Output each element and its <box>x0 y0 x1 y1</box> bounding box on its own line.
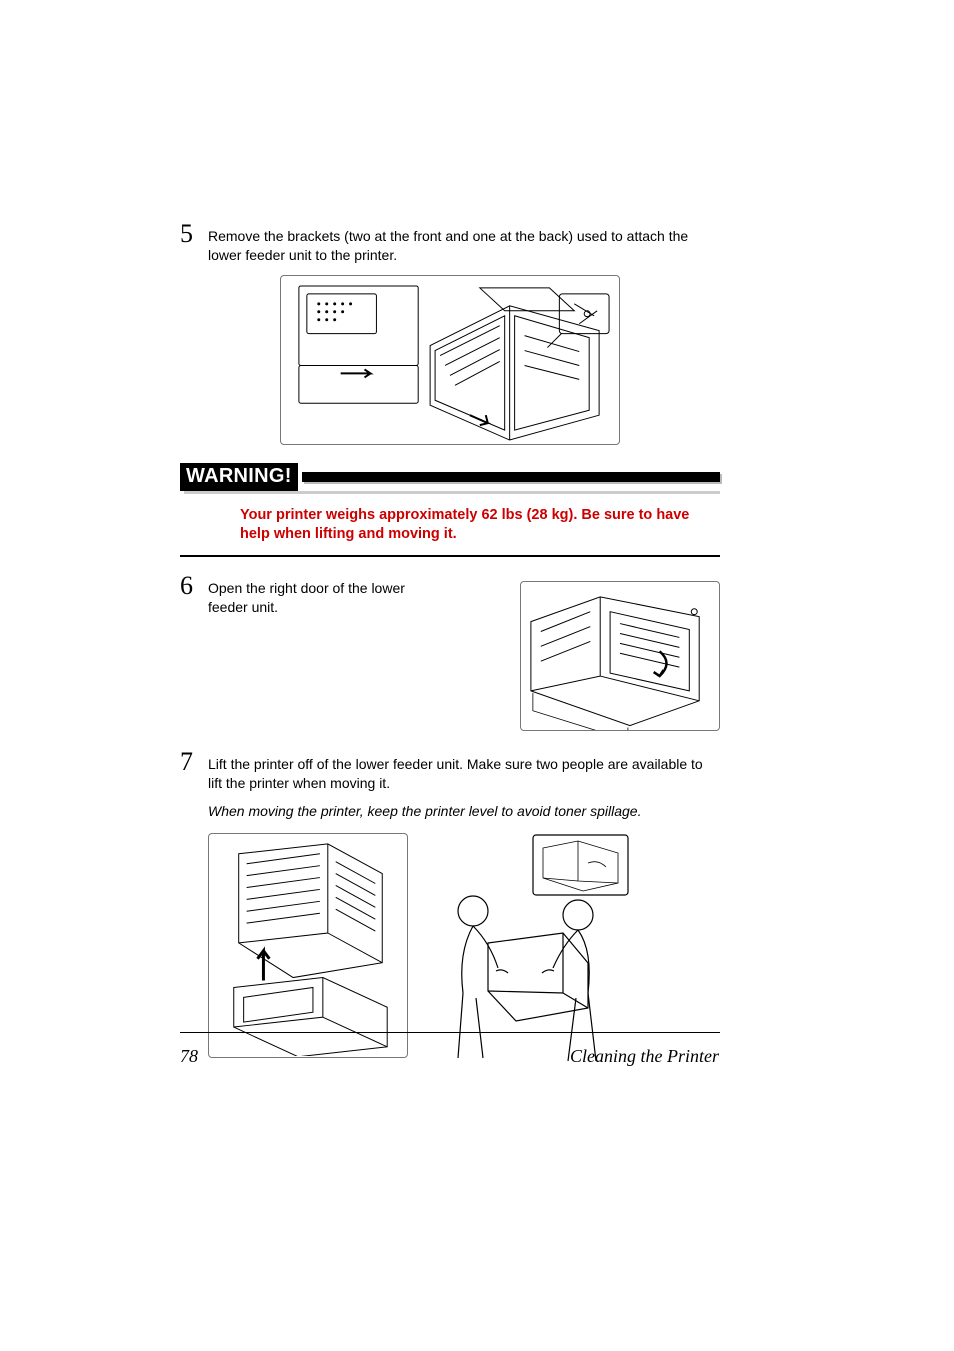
two-people-lifting-illustration <box>428 833 633 1063</box>
step-6-text: Open the right door of the lower feeder … <box>208 577 438 617</box>
step-6-row: 6 Open the right door of the lower feede… <box>180 577 720 731</box>
step-7-number: 7 <box>180 749 208 775</box>
warning-header: WARNING! <box>180 463 720 491</box>
step-7-text: Lift the printer off of the lower feeder… <box>208 753 720 793</box>
section-title: Cleaning the Printer <box>570 1046 719 1067</box>
page-content: 5 Remove the brackets (two at the front … <box>180 225 720 1063</box>
feeder-door-illustration <box>521 582 719 731</box>
warning-shadow <box>184 491 720 494</box>
warning-text: Your printer weighs approximately 62 lbs… <box>240 506 710 545</box>
lift-printer-illustration <box>209 834 407 1057</box>
step-5-text: Remove the brackets (two at the front an… <box>208 225 720 265</box>
figure-step-7a <box>208 833 408 1058</box>
figure-step-6 <box>520 581 720 731</box>
step-7: 7 Lift the printer off of the lower feed… <box>180 753 720 793</box>
page-number: 78 <box>180 1046 198 1067</box>
warning-rule <box>180 555 720 557</box>
step-7-note: When moving the printer, keep the printe… <box>208 803 720 819</box>
warning-bar <box>302 472 720 482</box>
step-7-figures <box>208 833 720 1063</box>
printer-brackets-illustration <box>281 276 619 445</box>
figure-step-5 <box>280 275 620 445</box>
step-5-number: 5 <box>180 221 208 247</box>
step-5: 5 Remove the brackets (two at the front … <box>180 225 720 265</box>
step-6-number: 6 <box>180 573 208 599</box>
step-6: 6 Open the right door of the lower feede… <box>180 577 500 617</box>
figure-step-7b <box>428 833 633 1063</box>
warning-label: WARNING! <box>180 463 298 491</box>
footer-rule <box>180 1032 720 1033</box>
